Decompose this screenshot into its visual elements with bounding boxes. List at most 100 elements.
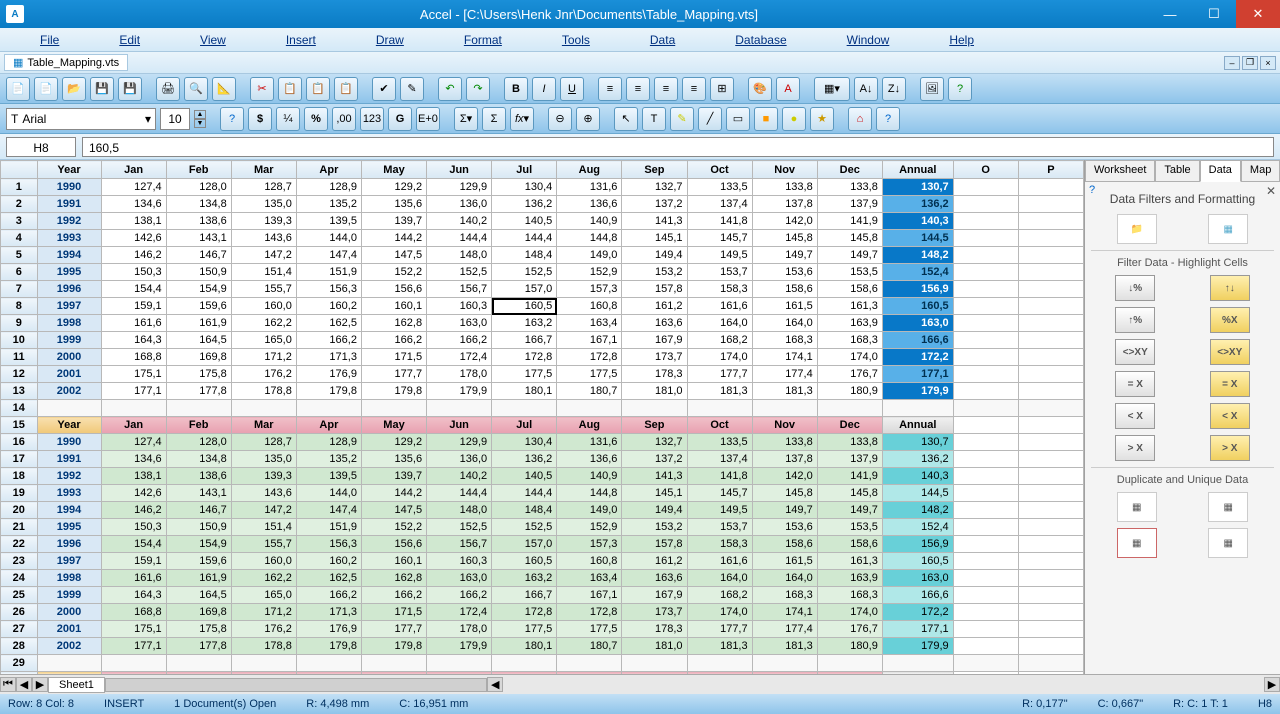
cell[interactable] — [231, 400, 296, 417]
row-header[interactable]: 25 — [1, 587, 38, 604]
cell[interactable]: 153,6 — [752, 519, 817, 536]
cell[interactable]: 129,2 — [361, 179, 426, 196]
cell[interactable]: 141,8 — [687, 468, 752, 485]
cell[interactable]: 2000 — [37, 604, 101, 621]
close-button[interactable]: ✕ — [1236, 0, 1280, 28]
cell[interactable]: 127,4 — [101, 434, 166, 451]
cell[interactable]: 152,9 — [557, 264, 622, 281]
cell[interactable]: 163,2 — [492, 570, 557, 587]
cell[interactable]: 162,8 — [361, 315, 426, 332]
row-header[interactable]: 22 — [1, 536, 38, 553]
cell[interactable]: 154,9 — [166, 536, 231, 553]
filter-button-11[interactable]: > X — [1210, 435, 1250, 461]
cell[interactable] — [1018, 468, 1083, 485]
cell[interactable]: 143,1 — [166, 230, 231, 247]
cell[interactable]: 143,6 — [231, 485, 296, 502]
cell[interactable]: 179,8 — [361, 638, 426, 655]
filter-button-7[interactable]: = X — [1210, 371, 1250, 397]
filter-button-5[interactable]: <>XY — [1210, 339, 1250, 365]
cell[interactable]: 156,9 — [882, 536, 953, 553]
cell[interactable]: 152,5 — [427, 264, 492, 281]
edit-button[interactable]: ✎ — [400, 77, 424, 101]
cell[interactable]: Apr — [296, 672, 361, 675]
cell[interactable] — [1018, 264, 1083, 281]
cell[interactable]: 176,9 — [296, 366, 361, 383]
cell[interactable]: 1995 — [37, 264, 101, 281]
cell[interactable]: 176,9 — [296, 621, 361, 638]
cell[interactable]: 157,8 — [622, 536, 687, 553]
menu-draw[interactable]: Draw — [376, 33, 404, 47]
cell[interactable] — [296, 655, 361, 672]
cell[interactable]: 147,2 — [231, 247, 296, 264]
cell[interactable]: 152,2 — [361, 519, 426, 536]
cell[interactable]: 1998 — [37, 570, 101, 587]
cell[interactable]: 177,1 — [101, 638, 166, 655]
save-button[interactable]: 💾 — [90, 77, 114, 101]
menu-format[interactable]: Format — [464, 33, 502, 47]
cell[interactable]: 177,5 — [557, 621, 622, 638]
cell[interactable] — [1018, 638, 1083, 655]
cell[interactable] — [1018, 672, 1083, 675]
cell[interactable] — [361, 400, 426, 417]
cell[interactable]: Dec — [817, 672, 882, 675]
save-as-button[interactable]: 💾 — [118, 77, 142, 101]
cell[interactable]: 1995 — [37, 519, 101, 536]
cell[interactable]: 156,9 — [882, 281, 953, 298]
cell[interactable]: 179,9 — [882, 638, 953, 655]
cell[interactable]: Mar — [231, 672, 296, 675]
spreadsheet-grid[interactable]: YearJanFebMarAprMayJunJulAugSepOctNovDec… — [0, 160, 1084, 674]
cell[interactable]: 174,0 — [687, 349, 752, 366]
cell[interactable]: May — [361, 417, 426, 434]
cell[interactable]: 144,5 — [882, 230, 953, 247]
cell[interactable] — [953, 230, 1018, 247]
cell[interactable]: 181,3 — [752, 638, 817, 655]
cell[interactable]: 141,9 — [817, 213, 882, 230]
cell[interactable]: 181,0 — [622, 638, 687, 655]
cell[interactable] — [1018, 247, 1083, 264]
cell[interactable]: 177,1 — [882, 366, 953, 383]
cell[interactable] — [953, 264, 1018, 281]
cell[interactable]: 178,3 — [622, 621, 687, 638]
cell[interactable] — [953, 468, 1018, 485]
cell[interactable]: 181,3 — [687, 383, 752, 400]
cell[interactable]: 151,9 — [296, 264, 361, 281]
cell[interactable]: 181,3 — [687, 638, 752, 655]
cell[interactable] — [1018, 536, 1083, 553]
row-header[interactable]: 18 — [1, 468, 38, 485]
cell[interactable] — [1018, 400, 1083, 417]
cell[interactable] — [1018, 553, 1083, 570]
cell[interactable] — [953, 570, 1018, 587]
cell[interactable]: 1993 — [37, 485, 101, 502]
cell[interactable]: Feb — [166, 672, 231, 675]
dup-highlight-button[interactable]: ▦ — [1117, 492, 1157, 522]
cell[interactable]: 1998 — [37, 315, 101, 332]
cell[interactable]: 148,2 — [882, 247, 953, 264]
cell[interactable]: 145,7 — [687, 485, 752, 502]
cell[interactable]: 151,9 — [296, 519, 361, 536]
menu-edit[interactable]: Edit — [119, 33, 140, 47]
cell[interactable]: 177,4 — [752, 621, 817, 638]
cell[interactable] — [37, 400, 101, 417]
cell[interactable] — [953, 213, 1018, 230]
cell-reference[interactable]: H8 — [6, 137, 76, 157]
font-color-button[interactable]: A — [776, 77, 800, 101]
cell[interactable]: 162,2 — [231, 315, 296, 332]
cell[interactable]: 135,2 — [296, 451, 361, 468]
zoom-out-button[interactable]: ⊖ — [548, 107, 572, 131]
cell[interactable]: 146,7 — [166, 502, 231, 519]
cell[interactable]: 143,1 — [166, 485, 231, 502]
cell[interactable]: 149,0 — [557, 247, 622, 264]
cell[interactable] — [953, 332, 1018, 349]
corner-cell[interactable] — [1, 161, 38, 179]
undo-button[interactable]: ↶ — [438, 77, 462, 101]
cell[interactable]: 1994 — [37, 502, 101, 519]
cell[interactable]: 168,3 — [752, 587, 817, 604]
menu-window[interactable]: Window — [847, 33, 890, 47]
col-header[interactable]: O — [953, 161, 1018, 179]
cell[interactable]: 166,2 — [296, 587, 361, 604]
cell[interactable] — [1018, 349, 1083, 366]
cell[interactable]: 161,6 — [101, 315, 166, 332]
row-header[interactable]: 6 — [1, 264, 38, 281]
cell[interactable]: 179,8 — [361, 383, 426, 400]
redo-button[interactable]: ↷ — [466, 77, 490, 101]
